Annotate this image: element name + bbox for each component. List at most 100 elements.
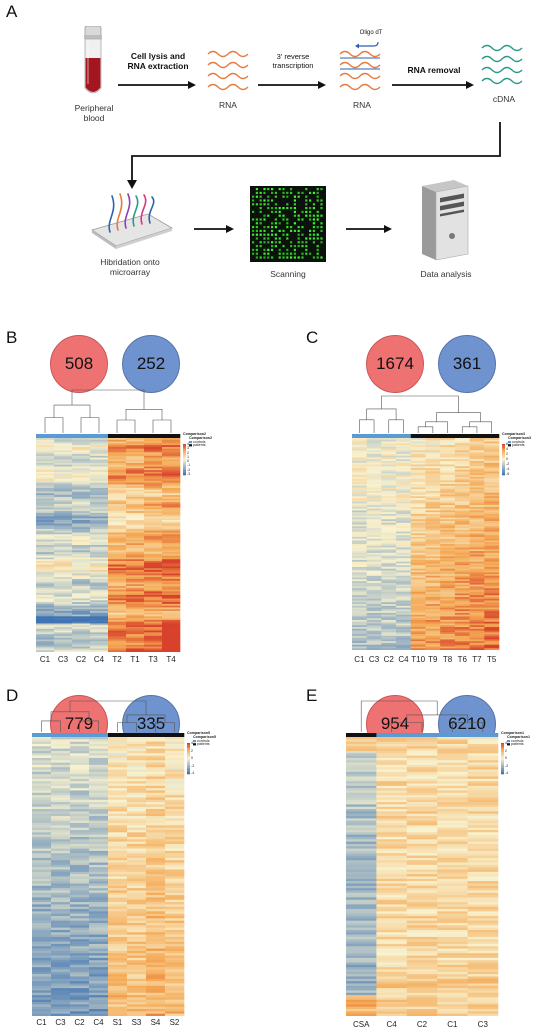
column-label: C4 bbox=[93, 1018, 104, 1027]
legend-tick: 0 bbox=[187, 459, 189, 464]
column-label: C1 bbox=[354, 655, 365, 664]
legend-controls-label: controls bbox=[193, 439, 206, 444]
column-label: T3 bbox=[148, 655, 158, 664]
group-bar-cell bbox=[146, 733, 166, 737]
column-label: T5 bbox=[486, 655, 497, 664]
heatmap-cells bbox=[36, 438, 181, 652]
legend-tick: -2 bbox=[506, 462, 510, 466]
dendrogram bbox=[44, 389, 172, 433]
group-bar-cell bbox=[165, 733, 185, 737]
legend-tick: 1 bbox=[187, 454, 189, 459]
legend-tick: 6 bbox=[506, 442, 508, 446]
legend-controls-label: controls bbox=[197, 738, 210, 743]
step-data-analysis: Data analysis bbox=[420, 269, 472, 279]
column-label: C3 bbox=[57, 655, 69, 664]
oligo-dt-label: Oligo dT bbox=[359, 30, 383, 36]
upregulated-count-circle: 954 bbox=[366, 695, 424, 753]
legend-scale-title: Comparison2 bbox=[189, 436, 212, 440]
legend-tick: -4 bbox=[191, 771, 195, 775]
column-label: S3 bbox=[131, 1018, 142, 1027]
group-bar-cell bbox=[410, 434, 426, 438]
heatmap-d bbox=[32, 700, 196, 1016]
group-bar-cell bbox=[162, 434, 181, 438]
group-bar-cell bbox=[127, 733, 147, 737]
legend-controls-label: controls bbox=[511, 738, 524, 743]
rna-oligo-icon bbox=[339, 41, 381, 91]
legend-tick: 4 bbox=[187, 442, 189, 446]
legend-tick: 0 bbox=[191, 756, 193, 760]
heatmap-b bbox=[36, 389, 192, 652]
legend-title: Comparison2 bbox=[183, 432, 206, 436]
legend-scale-title: Comparison5 bbox=[193, 735, 216, 739]
legend-tick: 0 bbox=[506, 457, 508, 461]
column-label: C1 bbox=[36, 1018, 47, 1027]
rna-strands-icon bbox=[207, 50, 249, 91]
group-bar-cell bbox=[126, 434, 145, 438]
column-label: T9 bbox=[428, 655, 438, 664]
legend-tick: 4 bbox=[506, 447, 508, 451]
arrow-3 bbox=[392, 81, 474, 89]
legend-tick: -4 bbox=[506, 467, 510, 471]
microarray-slide-icon bbox=[91, 193, 173, 249]
legend-tick: 2 bbox=[187, 450, 189, 455]
legend-tick: -6 bbox=[506, 472, 510, 476]
column-label: T1 bbox=[130, 655, 140, 664]
heatmap-cells bbox=[352, 438, 500, 650]
group-bar-cell bbox=[437, 733, 468, 737]
panel-letter-c: C bbox=[306, 328, 319, 347]
legend-tick: -3 bbox=[187, 472, 191, 476]
group-bar-cell bbox=[467, 733, 499, 737]
dendrogram bbox=[360, 700, 484, 732]
panel-letter-a: A bbox=[6, 2, 18, 21]
legend-title: Comparison3 bbox=[502, 432, 525, 436]
column-label: C2 bbox=[383, 655, 394, 664]
column-label: C1 bbox=[39, 655, 51, 664]
group-bar-cell bbox=[425, 434, 441, 438]
arrow-4 bbox=[194, 225, 234, 233]
step-rna-2: RNA bbox=[353, 100, 371, 110]
color-scale-legend bbox=[183, 441, 192, 476]
legend-tick: 2 bbox=[506, 452, 508, 456]
group-bar-cell bbox=[108, 434, 127, 438]
legend-tick: -2 bbox=[191, 763, 195, 768]
group-bar-cell bbox=[454, 434, 470, 438]
group-bar-cell bbox=[366, 434, 382, 438]
column-label: S4 bbox=[150, 1018, 161, 1027]
column-label: C1 bbox=[447, 1020, 458, 1029]
column-label: C4 bbox=[93, 655, 105, 664]
upregulated-count-circle: 508 bbox=[50, 335, 108, 393]
group-bar-cell bbox=[32, 733, 52, 737]
panel-letter-b: B bbox=[6, 328, 18, 347]
panel-letter-e: E bbox=[306, 686, 318, 705]
legend-title: Comparison1 bbox=[501, 731, 524, 735]
step-hybridization: Hibridation onto microarray bbox=[100, 257, 160, 277]
step-cdna: cDNA bbox=[492, 94, 516, 104]
step-rna-1: RNA bbox=[219, 100, 237, 110]
group-bar-cell bbox=[54, 434, 73, 438]
legend-title: Comparison5 bbox=[187, 731, 210, 735]
group-bar-cell bbox=[376, 733, 408, 737]
arrow-5 bbox=[346, 225, 392, 233]
legend-patients-label: patients bbox=[512, 443, 525, 447]
column-label: C4 bbox=[386, 1020, 397, 1029]
column-label: S1 bbox=[112, 1018, 123, 1027]
column-label: CSA bbox=[352, 1020, 370, 1029]
legend-patients-label: patients bbox=[511, 742, 524, 746]
dendrogram bbox=[41, 700, 175, 732]
legend-scale-title: Comparison1 bbox=[507, 735, 530, 739]
cdna-strands-icon bbox=[481, 44, 523, 85]
legend-scale-title: Comparison3 bbox=[508, 436, 531, 440]
arrow-label-lysis: Cell lysis and RNA extraction bbox=[127, 51, 189, 71]
group-bar-cell bbox=[51, 733, 71, 737]
column-label: T7 bbox=[472, 655, 482, 664]
group-bar-cell bbox=[90, 434, 109, 438]
group-bar-cell bbox=[144, 434, 163, 438]
legend-tick: -2 bbox=[187, 467, 191, 472]
group-bar-cell bbox=[108, 733, 128, 737]
column-label: T8 bbox=[442, 655, 453, 664]
legend-tick: 2 bbox=[191, 748, 193, 753]
column-label: C2 bbox=[75, 655, 87, 664]
legend-tick: -1 bbox=[187, 463, 191, 468]
legend-tick: 4 bbox=[191, 741, 193, 745]
dendrogram bbox=[359, 395, 492, 433]
